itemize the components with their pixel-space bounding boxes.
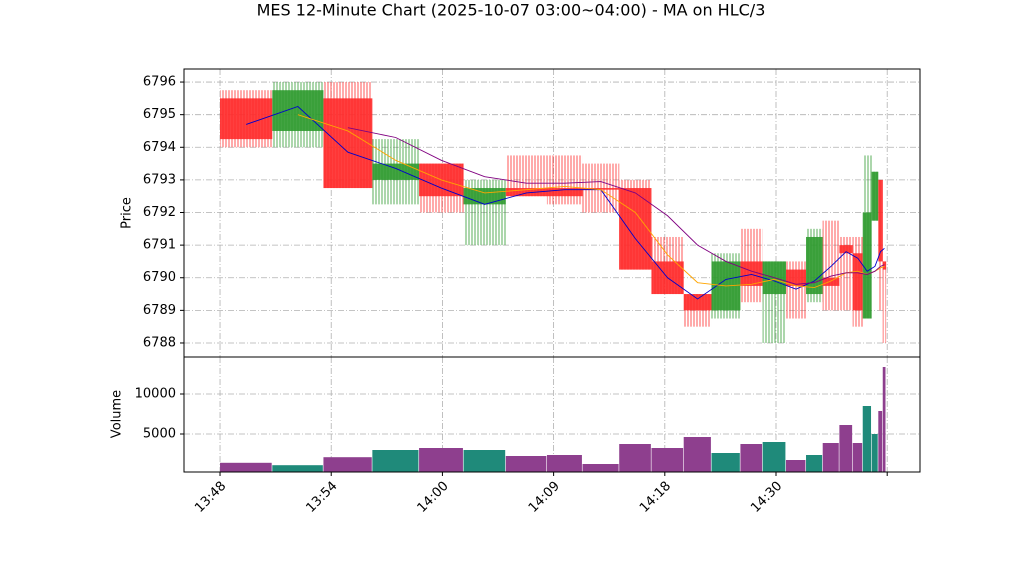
candle-body <box>463 188 506 205</box>
volume-bar <box>762 442 786 472</box>
candle-body <box>786 269 807 286</box>
candle-body <box>272 90 324 131</box>
y-tick-label: 6790 <box>143 270 176 285</box>
candle-body <box>323 98 373 189</box>
x-tick-label: 14:00 <box>415 479 452 516</box>
volume-bar <box>822 443 839 472</box>
candle-wick <box>822 220 840 311</box>
y-tick-label: 5000 <box>143 427 176 442</box>
volume-bar <box>372 450 419 472</box>
candle-body <box>546 188 583 197</box>
volume-bar <box>619 444 651 472</box>
y-axis-label: Price <box>120 197 135 229</box>
volume-bar <box>852 443 863 472</box>
candle-body <box>582 188 620 190</box>
volume-bar <box>582 464 619 472</box>
y-tick-label: 6795 <box>143 107 176 122</box>
candle-body <box>822 277 840 286</box>
candle-body <box>839 245 853 254</box>
y-tick-label: 6794 <box>143 140 176 155</box>
ma-line <box>246 105 885 300</box>
candle-body <box>806 236 823 295</box>
x-tick-label: 14:18 <box>637 479 674 516</box>
volume-bar <box>272 465 323 472</box>
volume-bar <box>740 444 763 472</box>
volume-bar <box>683 437 711 472</box>
volume-bar <box>878 411 883 472</box>
candle-body <box>740 261 763 286</box>
plot-frame <box>183 356 921 473</box>
x-tick-label: 14:09 <box>526 479 563 516</box>
y-tick-label: 6793 <box>143 172 176 187</box>
volume-bar <box>786 460 806 472</box>
candle-body <box>220 98 273 140</box>
y-tick-label: 6791 <box>143 238 176 253</box>
volume-bar <box>806 455 823 472</box>
candle-wick <box>882 261 887 343</box>
candle-body <box>372 163 420 180</box>
candle-body <box>852 253 863 311</box>
x-tick-label: 13:48 <box>192 479 229 516</box>
y-tick-label: 6788 <box>143 335 176 350</box>
candle-body <box>505 188 547 197</box>
y-tick-label: 6792 <box>143 205 176 220</box>
volume-bar <box>419 448 463 472</box>
volume-bar <box>505 456 547 472</box>
y-tick-label: 6789 <box>143 303 176 318</box>
y-tick-label: 10000 <box>135 387 176 402</box>
volume-bar <box>651 448 684 472</box>
candle-body <box>862 212 872 319</box>
candle-wick <box>546 155 583 205</box>
chart-title: MES 12-Minute Chart (2025-10-07 03:00~04… <box>257 1 766 20</box>
volume-bar <box>839 425 853 472</box>
y-axis-label: Volume <box>110 390 125 438</box>
volume-bar <box>323 457 372 472</box>
volume-bar <box>463 450 506 472</box>
volume-bar <box>871 434 878 472</box>
volume-bar <box>882 367 886 472</box>
candle-body <box>882 261 887 270</box>
y-tick-label: 6796 <box>143 75 176 90</box>
volume-bar <box>220 462 272 472</box>
volume-bar <box>546 455 582 472</box>
volume-bar <box>862 406 872 472</box>
x-tick-label: 14:30 <box>748 479 785 516</box>
candle-body <box>871 171 879 221</box>
x-tick-label: 13:54 <box>303 479 340 516</box>
candle-body <box>878 179 883 262</box>
candle-body <box>683 294 712 311</box>
ma-line <box>297 114 885 288</box>
candle-body <box>619 188 652 270</box>
ma-line <box>347 127 885 285</box>
volume-bar <box>711 453 740 472</box>
